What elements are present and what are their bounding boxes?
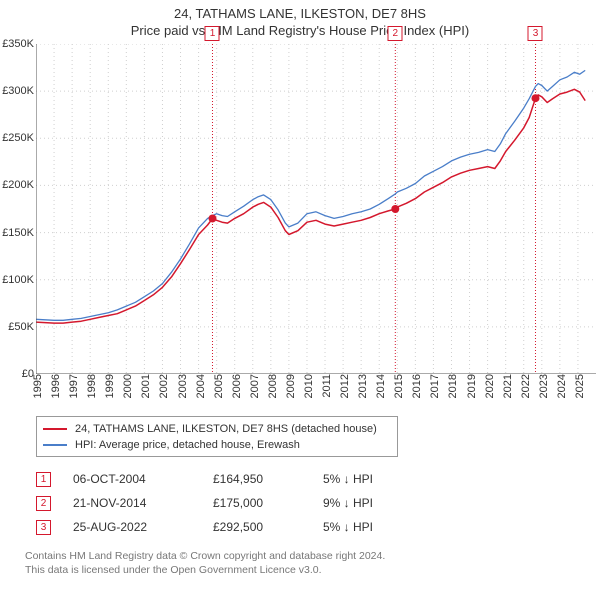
legend-label: HPI: Average price, detached house, Erew… bbox=[75, 439, 300, 451]
x-tick-label: 2023 bbox=[534, 374, 550, 398]
x-tick-label: 2007 bbox=[245, 374, 261, 398]
sale-price: £175,000 bbox=[213, 496, 323, 510]
x-tick-label: 2009 bbox=[281, 374, 297, 398]
x-tick-label: 2024 bbox=[552, 374, 568, 398]
y-tick-label: £300K bbox=[2, 85, 36, 97]
x-tick-label: 2006 bbox=[227, 374, 243, 398]
x-tick-label: 2008 bbox=[263, 374, 279, 398]
sale-delta-vs-hpi: 5% ↓ HPI bbox=[323, 472, 373, 486]
x-tick-label: 2014 bbox=[371, 374, 387, 398]
x-tick-label: 2001 bbox=[136, 374, 152, 398]
legend-item: 24, TATHAMS LANE, ILKESTON, DE7 8HS (det… bbox=[43, 421, 391, 437]
x-tick-label: 2017 bbox=[425, 374, 441, 398]
x-tick-label: 2011 bbox=[317, 374, 333, 398]
sale-delta-vs-hpi: 5% ↓ HPI bbox=[323, 520, 373, 534]
sale-price: £292,500 bbox=[213, 520, 323, 534]
y-tick-label: £200K bbox=[2, 179, 36, 191]
chart-title-block: 24, TATHAMS LANE, ILKESTON, DE7 8HS Pric… bbox=[0, 0, 600, 38]
price-vs-hpi-chart: £0£50K£100K£150K£200K£250K£300K£350K1995… bbox=[36, 44, 596, 374]
x-tick-label: 2000 bbox=[118, 374, 134, 398]
x-tick-label: 2002 bbox=[154, 374, 170, 398]
x-tick-label: 1997 bbox=[64, 374, 80, 398]
sale-row: 2 21-NOV-2014£175,0009% ↓ HPI bbox=[36, 491, 600, 515]
sale-date: 06-OCT-2004 bbox=[73, 472, 213, 486]
chart-legend: 24, TATHAMS LANE, ILKESTON, DE7 8HS (det… bbox=[36, 416, 398, 457]
y-tick-label: £50K bbox=[8, 321, 36, 333]
x-tick-label: 2025 bbox=[570, 374, 586, 398]
legend-item: HPI: Average price, detached house, Erew… bbox=[43, 437, 391, 453]
x-tick-label: 2022 bbox=[516, 374, 532, 398]
x-tick-label: 1999 bbox=[100, 374, 116, 398]
x-tick-label: 2012 bbox=[335, 374, 351, 398]
chart-title-sub: Price paid vs. HM Land Registry's House … bbox=[0, 23, 600, 38]
y-tick-label: £350K bbox=[2, 38, 36, 50]
attribution-footer: Contains HM Land Registry data © Crown c… bbox=[25, 549, 600, 577]
x-tick-label: 2020 bbox=[480, 374, 496, 398]
footer-line-2: This data is licensed under the Open Gov… bbox=[25, 563, 600, 577]
sale-row: 1 06-OCT-2004£164,9505% ↓ HPI bbox=[36, 467, 600, 491]
x-tick-label: 2015 bbox=[389, 374, 405, 398]
footer-line-1: Contains HM Land Registry data © Crown c… bbox=[25, 549, 600, 563]
sale-marker-square: 1 bbox=[36, 472, 51, 487]
sale-row: 3 25-AUG-2022£292,5005% ↓ HPI bbox=[36, 515, 600, 539]
x-tick-label: 2019 bbox=[462, 374, 478, 398]
x-tick-label: 2016 bbox=[407, 374, 423, 398]
legend-swatch bbox=[43, 428, 67, 430]
x-tick-label: 1998 bbox=[82, 374, 98, 398]
x-tick-label: 2013 bbox=[353, 374, 369, 398]
y-tick-label: £100K bbox=[2, 274, 36, 286]
sale-delta-vs-hpi: 9% ↓ HPI bbox=[323, 496, 373, 510]
sale-marker-square: 2 bbox=[36, 496, 51, 511]
x-tick-label: 2005 bbox=[209, 374, 225, 398]
sale-date: 25-AUG-2022 bbox=[73, 520, 213, 534]
y-tick-label: £150K bbox=[2, 227, 36, 239]
chart-svg bbox=[36, 44, 596, 374]
x-tick-label: 2003 bbox=[173, 374, 189, 398]
x-tick-label: 2021 bbox=[498, 374, 514, 398]
legend-swatch bbox=[43, 444, 67, 446]
x-tick-label: 2010 bbox=[299, 374, 315, 398]
x-tick-label: 2018 bbox=[443, 374, 459, 398]
legend-label: 24, TATHAMS LANE, ILKESTON, DE7 8HS (det… bbox=[75, 423, 377, 435]
sale-marker-square: 3 bbox=[36, 520, 51, 535]
sale-price: £164,950 bbox=[213, 472, 323, 486]
chart-title-main: 24, TATHAMS LANE, ILKESTON, DE7 8HS bbox=[0, 6, 600, 21]
x-tick-label: 1995 bbox=[28, 374, 44, 398]
y-tick-label: £250K bbox=[2, 132, 36, 144]
x-tick-label: 1996 bbox=[46, 374, 62, 398]
x-tick-label: 2004 bbox=[191, 374, 207, 398]
sale-date: 21-NOV-2014 bbox=[73, 496, 213, 510]
sales-table: 106-OCT-2004£164,9505% ↓ HPI221-NOV-2014… bbox=[36, 467, 600, 539]
